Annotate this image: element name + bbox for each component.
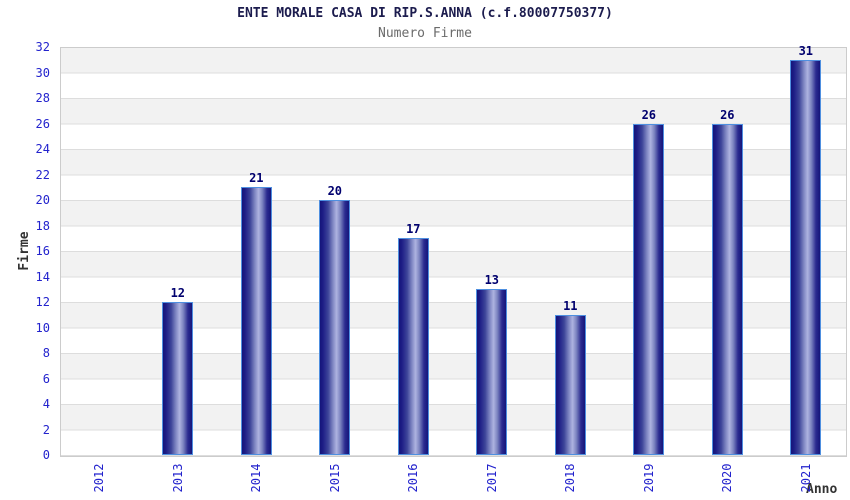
x-tick-label: 2019 xyxy=(641,463,656,493)
bar-value-label: 13 xyxy=(484,273,500,288)
y-tick-label: 10 xyxy=(35,320,50,335)
y-tick-label: 20 xyxy=(35,193,50,207)
x-tick-label: 2021 xyxy=(798,463,813,493)
y-tick-label: 32 xyxy=(35,40,50,54)
y-tick-label: 18 xyxy=(35,218,50,233)
y-tick-label: 2 xyxy=(42,422,50,437)
bar-2021 xyxy=(790,59,822,456)
x-tick-label: 2016 xyxy=(406,463,421,493)
y-tick-label: 28 xyxy=(35,91,50,105)
chart-subtitle: Numero Firme xyxy=(378,26,472,41)
bar-2016 xyxy=(397,238,429,456)
bar-2015 xyxy=(319,200,351,455)
y-tick-label: 4 xyxy=(42,397,50,411)
bar-2019 xyxy=(633,123,665,455)
bar-value-label: 12 xyxy=(170,286,186,300)
x-axis-title: Anno xyxy=(806,482,838,497)
y-tick-label: 22 xyxy=(35,167,50,182)
y-tick-label: 6 xyxy=(42,371,50,386)
x-tick-label: 2015 xyxy=(327,463,342,493)
bar-2014 xyxy=(240,187,272,456)
x-tick-label: 2020 xyxy=(720,463,735,493)
chart-title: ENTE MORALE CASA DI RIP.S.ANNA (c.f.8000… xyxy=(237,6,613,21)
bar-value-label: 21 xyxy=(249,171,264,186)
y-tick-label: 16 xyxy=(35,244,50,258)
y-tick-label: 26 xyxy=(35,116,50,131)
y-tick-label: 30 xyxy=(35,65,50,80)
bar-2013 xyxy=(162,302,194,455)
y-tick-label: 8 xyxy=(42,346,50,360)
bar-value-label: 26 xyxy=(641,107,657,122)
y-tick-label: 12 xyxy=(35,295,50,309)
bar-value-label: 31 xyxy=(798,43,814,58)
bar-value-label: 17 xyxy=(406,222,421,237)
bar-2020 xyxy=(711,123,743,455)
y-tick-label: 14 xyxy=(35,269,50,284)
x-tick-label: 2013 xyxy=(170,463,185,493)
y-tick-label: 0 xyxy=(42,448,50,462)
bar-value-label: 26 xyxy=(720,107,735,122)
bar-value-label: 20 xyxy=(327,184,343,198)
bar-2017 xyxy=(476,289,508,456)
x-tick-label: 2017 xyxy=(484,463,499,493)
bar-value-label: 11 xyxy=(563,298,578,313)
x-tick-label: 2018 xyxy=(563,463,578,493)
x-tick-label: 2012 xyxy=(92,463,107,493)
bar-2018 xyxy=(554,314,586,456)
x-tick-label: 2014 xyxy=(249,463,264,493)
y-tick-label: 24 xyxy=(35,142,50,156)
